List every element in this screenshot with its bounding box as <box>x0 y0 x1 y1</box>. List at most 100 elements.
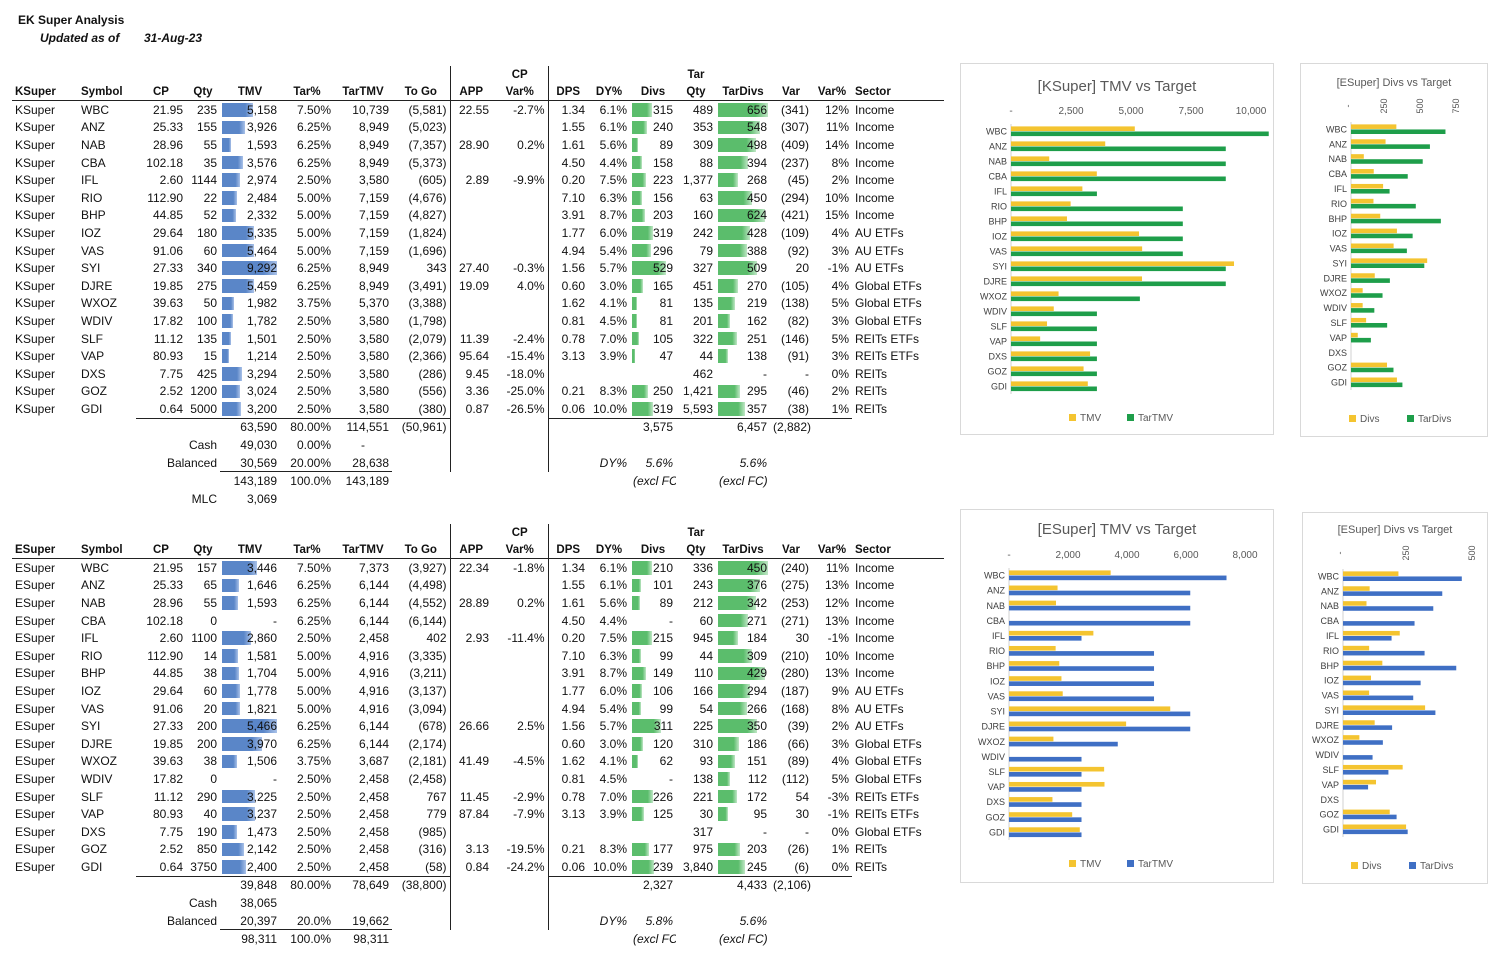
cell-dps: 1.62 <box>547 752 588 771</box>
cell-dy: 4.4% <box>599 613 627 628</box>
cell-app <box>449 294 492 313</box>
cell-app <box>449 682 492 700</box>
cell-value: 1,593 <box>246 137 277 152</box>
cell-tartmv: 2,458 <box>358 824 389 839</box>
cell-tar: 3.75% <box>296 754 331 769</box>
cell-value: 95 <box>753 807 767 822</box>
cell-sector: REITs ETFs <box>855 789 920 804</box>
cell-sector: Income <box>855 648 895 663</box>
cell-qty: 850 <box>196 842 217 857</box>
y-category-label: WDIV <box>984 307 1008 317</box>
cell-dps: 0.60 <box>547 276 588 295</box>
cell-value: 342 <box>746 595 767 610</box>
cell-sym: GOZ <box>81 842 107 857</box>
col-varpct: Var% <box>812 541 852 559</box>
esuper-table: CP Tar ESuper Symbol CP Qty TMV Tar% Tar… <box>12 524 944 949</box>
bar-tmv-nab <box>1009 600 1056 606</box>
y-category-label: IOZ <box>992 232 1008 242</box>
cell-qty: 275 <box>196 278 217 293</box>
cell-value: 1,782 <box>246 313 277 328</box>
cell-tmv: 2,400 <box>220 858 280 876</box>
cell-fund: ESuper <box>15 666 56 681</box>
total-tardivs: 4,433 <box>716 875 770 895</box>
cell-varp: -1% <box>827 261 849 276</box>
cell-value: 89 <box>659 595 673 610</box>
cell-value: 3,294 <box>246 366 277 381</box>
cell-value: 89 <box>659 137 673 152</box>
data-bar <box>222 719 278 733</box>
cell-app: 27.40 <box>449 259 492 277</box>
col-tar: Tar% <box>280 83 334 101</box>
cell-var: (253) <box>780 595 809 610</box>
y-category-label: BHP <box>1320 661 1339 671</box>
cell-cp: 2.52 <box>159 842 183 857</box>
cell-var: (275) <box>780 578 809 593</box>
col-dy: DY% <box>588 541 630 559</box>
chart-title: [ESuper] Divs vs Target <box>1338 524 1453 536</box>
cell-sector: Global ETFs <box>855 754 922 769</box>
cell-tardivs: 184 <box>716 629 770 647</box>
y-category-label: VAP <box>988 782 1005 792</box>
bar-divs-wbc <box>1343 571 1399 576</box>
cell-tardivs: 294 <box>716 682 770 700</box>
cell-tmv: 1,593 <box>220 594 280 612</box>
cell-value: - <box>669 613 673 628</box>
bar-tmv-wbc <box>1009 570 1111 576</box>
total-tar: 80.00% <box>280 417 334 437</box>
cell-value: - <box>763 824 767 839</box>
table-row: KSuper WDIV 17.82 100 1,782 2.50% 3,580 (1,798)… <box>12 312 944 330</box>
cell-value: 3,200 <box>246 401 277 416</box>
cell-dy: 5.6% <box>599 137 627 152</box>
bar-divs-nab <box>1351 154 1364 159</box>
cell-divs <box>630 365 676 383</box>
cell-divs: 210 <box>630 559 676 577</box>
cell-cp: 91.06 <box>152 701 183 716</box>
cell-dps: 3.13 <box>547 347 588 365</box>
cell-tardivs: - <box>716 365 770 383</box>
cell-tmv: 3,576 <box>220 154 280 172</box>
cell-tardivs: 268 <box>716 171 770 189</box>
total-var: (2,106) <box>770 875 812 895</box>
table-row: ESuper WBC 21.95 157 3,446 7.50% 7,373 (3,927) 2… <box>12 558 944 577</box>
data-bar <box>718 331 737 346</box>
y-category-label: CBA <box>1328 169 1347 179</box>
cell-divs: 315 <box>630 101 676 119</box>
table-row: ESuper RIO 112.90 14 1,581 5.00% 4,916 (3,335) 7… <box>12 646 944 665</box>
col-divs: Divs <box>630 83 676 101</box>
data-bar <box>222 314 233 328</box>
cell-sector: AU ETFs <box>855 243 904 258</box>
cell-sym: GDI <box>81 402 103 417</box>
cell-var: (341) <box>780 102 809 117</box>
bar-tmv-wdiv <box>1011 306 1054 311</box>
cell-value: 125 <box>652 807 673 822</box>
bar-tmv-syi <box>1011 261 1235 266</box>
cell-qty: 20 <box>203 701 217 716</box>
data-bar <box>222 684 240 698</box>
legend-label-tartmv: TarTMV <box>1138 859 1173 870</box>
y-category-label: IOZ <box>1324 676 1340 686</box>
y-category-label: DXS <box>988 352 1007 362</box>
cell-varp: 2% <box>831 719 849 734</box>
data-bar <box>718 684 751 698</box>
cell-qty: 1144 <box>191 173 217 188</box>
cell-value: 156 <box>652 190 673 205</box>
cell-sym: SYI <box>81 719 101 734</box>
cell-value: 266 <box>746 701 767 716</box>
data-bar <box>718 596 756 610</box>
table-row: ESuper CBA 102.18 0 - 6.25% 6,144 (6,144) 4.50 4.… <box>12 611 944 630</box>
data-bar <box>222 789 255 804</box>
cell-value: 2,860 <box>246 631 277 646</box>
data-bar <box>632 173 647 187</box>
bar-tartmv-vap <box>1011 341 1097 347</box>
cell-app: 22.34 <box>449 558 492 577</box>
y-category-label: WBC <box>1326 124 1347 134</box>
cell-divs: 250 <box>630 383 676 401</box>
cell-qty: 38 <box>203 754 217 769</box>
cell-var: (421) <box>780 208 809 223</box>
cell-tar: 6.25% <box>296 736 331 751</box>
cell-tardivs: 376 <box>716 577 770 595</box>
cell-tarqty: 317 <box>692 824 713 839</box>
cell-dps: 0.60 <box>547 734 588 753</box>
cell-varp: 10% <box>824 190 849 205</box>
data-bar <box>222 631 251 645</box>
